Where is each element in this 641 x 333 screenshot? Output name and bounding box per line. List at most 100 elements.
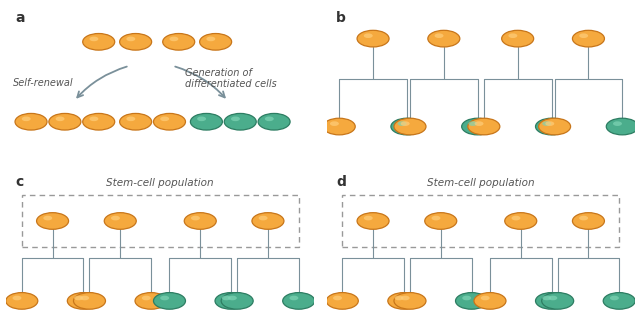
Circle shape — [184, 213, 216, 229]
Circle shape — [603, 293, 635, 309]
Circle shape — [333, 296, 342, 300]
Circle shape — [508, 33, 517, 38]
Circle shape — [290, 296, 299, 300]
Circle shape — [474, 121, 483, 126]
Circle shape — [610, 296, 619, 300]
Circle shape — [90, 37, 99, 41]
Circle shape — [224, 114, 256, 130]
Circle shape — [391, 118, 423, 135]
Circle shape — [142, 296, 151, 300]
Circle shape — [542, 121, 551, 126]
Circle shape — [428, 30, 460, 47]
Circle shape — [22, 117, 31, 121]
Circle shape — [221, 293, 253, 309]
Circle shape — [265, 117, 274, 121]
Circle shape — [126, 117, 135, 121]
Circle shape — [111, 216, 120, 220]
Text: c: c — [15, 174, 24, 188]
Text: a: a — [15, 11, 25, 25]
Circle shape — [199, 34, 231, 50]
Text: Stem-cell population: Stem-cell population — [106, 178, 214, 188]
Text: b: b — [336, 11, 346, 25]
Circle shape — [462, 118, 494, 135]
Circle shape — [190, 114, 222, 130]
Circle shape — [258, 114, 290, 130]
Circle shape — [512, 216, 520, 220]
Circle shape — [15, 114, 47, 130]
Circle shape — [357, 30, 389, 47]
Circle shape — [13, 296, 22, 300]
Circle shape — [542, 296, 551, 300]
Circle shape — [6, 293, 38, 309]
Circle shape — [120, 34, 152, 50]
Circle shape — [606, 118, 638, 135]
Circle shape — [401, 121, 410, 126]
Circle shape — [613, 121, 622, 126]
Circle shape — [542, 293, 574, 309]
Circle shape — [83, 114, 115, 130]
Circle shape — [538, 118, 570, 135]
Circle shape — [388, 293, 420, 309]
Circle shape — [364, 216, 373, 220]
Circle shape — [469, 121, 478, 126]
Text: Generation of
differentiated cells: Generation of differentiated cells — [185, 68, 277, 89]
Circle shape — [425, 213, 457, 229]
Circle shape — [206, 37, 215, 41]
Circle shape — [163, 34, 195, 50]
Circle shape — [197, 117, 206, 121]
Circle shape — [74, 296, 83, 300]
Circle shape — [80, 296, 89, 300]
Circle shape — [231, 117, 240, 121]
Circle shape — [252, 213, 284, 229]
Circle shape — [228, 296, 237, 300]
Circle shape — [222, 296, 231, 300]
Circle shape — [572, 213, 604, 229]
Text: Stem-cell population: Stem-cell population — [427, 178, 535, 188]
Circle shape — [259, 216, 268, 220]
Circle shape — [549, 296, 558, 300]
Circle shape — [357, 213, 389, 229]
Circle shape — [49, 114, 81, 130]
Circle shape — [67, 293, 99, 309]
Text: d: d — [336, 174, 346, 188]
Circle shape — [153, 114, 185, 130]
Circle shape — [330, 121, 339, 126]
Circle shape — [126, 37, 135, 41]
Circle shape — [579, 33, 588, 38]
Circle shape — [502, 30, 534, 47]
Circle shape — [535, 118, 567, 135]
Circle shape — [364, 33, 373, 38]
Circle shape — [323, 118, 355, 135]
Circle shape — [153, 293, 185, 309]
Text: Self-renewal: Self-renewal — [13, 78, 73, 88]
Circle shape — [44, 216, 53, 220]
Circle shape — [191, 216, 200, 220]
Circle shape — [468, 118, 500, 135]
Circle shape — [215, 293, 247, 309]
Circle shape — [395, 296, 404, 300]
Circle shape — [74, 293, 106, 309]
Circle shape — [283, 293, 315, 309]
Circle shape — [462, 296, 471, 300]
Circle shape — [135, 293, 167, 309]
Circle shape — [37, 213, 69, 229]
Circle shape — [431, 216, 440, 220]
Circle shape — [481, 296, 490, 300]
Circle shape — [545, 121, 554, 126]
Circle shape — [160, 117, 169, 121]
Circle shape — [504, 213, 537, 229]
Circle shape — [83, 34, 115, 50]
Circle shape — [435, 33, 444, 38]
Circle shape — [90, 117, 99, 121]
Circle shape — [474, 293, 506, 309]
Circle shape — [401, 296, 410, 300]
Circle shape — [456, 293, 488, 309]
Circle shape — [160, 296, 169, 300]
Circle shape — [104, 213, 137, 229]
Circle shape — [394, 118, 426, 135]
Circle shape — [394, 293, 426, 309]
Circle shape — [169, 37, 178, 41]
Circle shape — [56, 117, 65, 121]
Circle shape — [397, 121, 406, 126]
Circle shape — [326, 293, 358, 309]
